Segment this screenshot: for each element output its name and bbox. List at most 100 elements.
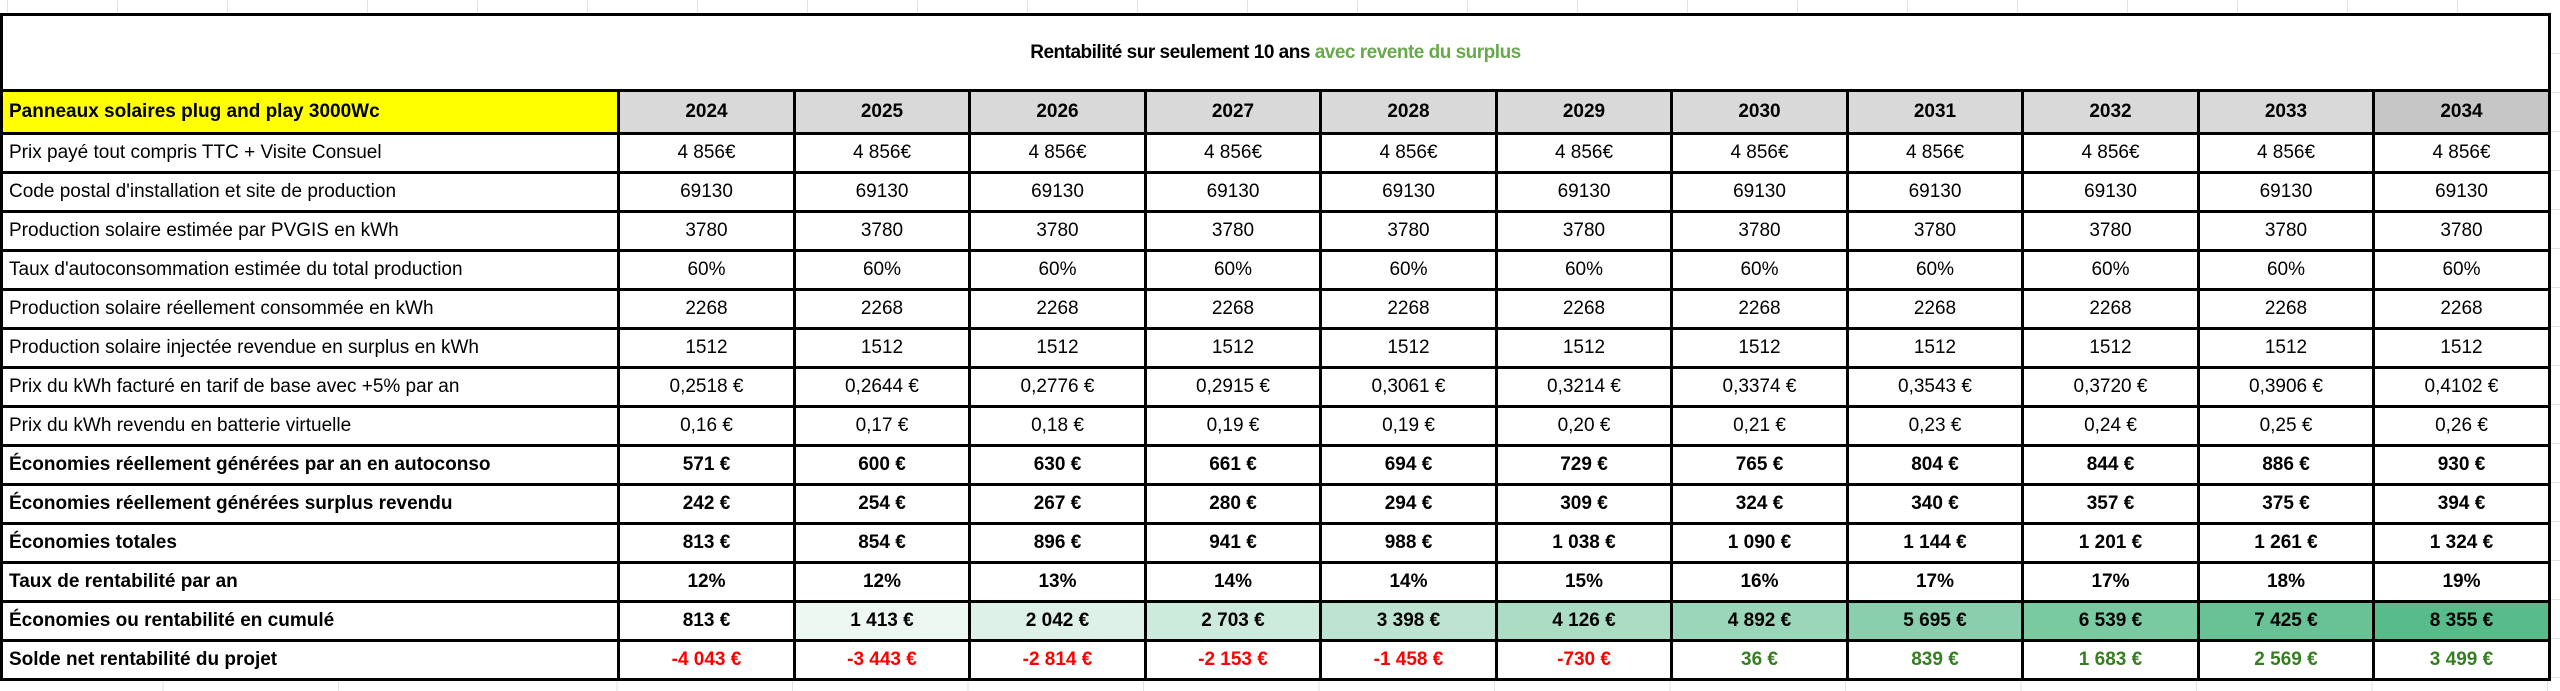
value-cell[interactable]: 19%: [2372, 561, 2551, 603]
year-header-cell[interactable]: 2024: [617, 89, 796, 135]
value-cell[interactable]: 3780: [1319, 210, 1498, 252]
value-cell[interactable]: 60%: [1319, 249, 1498, 291]
value-cell[interactable]: 0,17 €: [793, 405, 971, 447]
value-cell[interactable]: 0,3374 €: [1670, 366, 1849, 408]
value-cell[interactable]: 0,2518 €: [617, 366, 796, 408]
value-cell[interactable]: 69130: [2372, 171, 2551, 213]
value-cell[interactable]: 0,3061 €: [1319, 366, 1498, 408]
value-cell[interactable]: 69130: [1670, 171, 1849, 213]
value-cell[interactable]: 1512: [2372, 327, 2551, 369]
value-cell[interactable]: 0,2776 €: [968, 366, 1147, 408]
value-cell[interactable]: 340 €: [1846, 483, 2024, 525]
value-cell[interactable]: 854 €: [793, 522, 971, 564]
product-label-cell[interactable]: Panneaux solaires plug and play 3000Wc: [0, 89, 620, 135]
value-cell[interactable]: 60%: [1670, 249, 1849, 291]
value-cell[interactable]: 69130: [617, 171, 796, 213]
value-cell[interactable]: 1 144 €: [1846, 522, 2024, 564]
value-cell[interactable]: 4 856€: [1319, 132, 1498, 174]
value-cell[interactable]: 324 €: [1670, 483, 1849, 525]
value-cell[interactable]: 571 €: [617, 444, 796, 486]
value-cell[interactable]: 69130: [1495, 171, 1673, 213]
row-label-cell[interactable]: Production solaire réellement consommée …: [0, 288, 620, 330]
row-label-cell[interactable]: Production solaire injectée revendue en …: [0, 327, 620, 369]
year-header-cell[interactable]: 2034: [2372, 89, 2551, 135]
value-cell[interactable]: 0,23 €: [1846, 405, 2024, 447]
value-cell[interactable]: 3780: [2197, 210, 2375, 252]
value-cell[interactable]: 357 €: [2021, 483, 2200, 525]
value-cell[interactable]: 804 €: [1846, 444, 2024, 486]
value-cell[interactable]: 4 856€: [617, 132, 796, 174]
value-cell[interactable]: 4 126 €: [1495, 600, 1673, 642]
value-cell[interactable]: 18%: [2197, 561, 2375, 603]
value-cell[interactable]: 3780: [2021, 210, 2200, 252]
row-label-cell[interactable]: Taux d'autoconsommation estimée du total…: [0, 249, 620, 291]
value-cell[interactable]: 0,3906 €: [2197, 366, 2375, 408]
value-cell[interactable]: 0,3543 €: [1846, 366, 2024, 408]
year-header-cell[interactable]: 2026: [968, 89, 1147, 135]
value-cell[interactable]: 3 499 €: [2372, 639, 2551, 681]
value-cell[interactable]: 844 €: [2021, 444, 2200, 486]
value-cell[interactable]: 69130: [1846, 171, 2024, 213]
value-cell[interactable]: 2 703 €: [1144, 600, 1322, 642]
value-cell[interactable]: 17%: [2021, 561, 2200, 603]
value-cell[interactable]: 2268: [968, 288, 1147, 330]
value-cell[interactable]: 2268: [2197, 288, 2375, 330]
row-label-cell[interactable]: Code postal d'installation et site de pr…: [0, 171, 620, 213]
value-cell[interactable]: -2 153 €: [1144, 639, 1322, 681]
value-cell[interactable]: 280 €: [1144, 483, 1322, 525]
row-label-cell[interactable]: Solde net rentabilité du projet: [0, 639, 620, 681]
value-cell[interactable]: 60%: [968, 249, 1147, 291]
value-cell[interactable]: 69130: [1319, 171, 1498, 213]
value-cell[interactable]: 0,4102 €: [2372, 366, 2551, 408]
value-cell[interactable]: 69130: [1144, 171, 1322, 213]
value-cell[interactable]: 2 042 €: [968, 600, 1147, 642]
value-cell[interactable]: 1512: [1319, 327, 1498, 369]
value-cell[interactable]: 4 856€: [2021, 132, 2200, 174]
value-cell[interactable]: 1 038 €: [1495, 522, 1673, 564]
value-cell[interactable]: 60%: [1144, 249, 1322, 291]
value-cell[interactable]: 729 €: [1495, 444, 1673, 486]
value-cell[interactable]: 1 413 €: [793, 600, 971, 642]
value-cell[interactable]: 0,16 €: [617, 405, 796, 447]
value-cell[interactable]: 0,20 €: [1495, 405, 1673, 447]
value-cell[interactable]: 2268: [793, 288, 971, 330]
value-cell[interactable]: 2268: [2372, 288, 2551, 330]
value-cell[interactable]: 1 090 €: [1670, 522, 1849, 564]
value-cell[interactable]: 988 €: [1319, 522, 1498, 564]
value-cell[interactable]: 4 856€: [793, 132, 971, 174]
value-cell[interactable]: 0,3720 €: [2021, 366, 2200, 408]
value-cell[interactable]: 839 €: [1846, 639, 2024, 681]
value-cell[interactable]: 60%: [2372, 249, 2551, 291]
value-cell[interactable]: 14%: [1144, 561, 1322, 603]
value-cell[interactable]: 254 €: [793, 483, 971, 525]
value-cell[interactable]: 3780: [793, 210, 971, 252]
value-cell[interactable]: -3 443 €: [793, 639, 971, 681]
value-cell[interactable]: -4 043 €: [617, 639, 796, 681]
value-cell[interactable]: 0,25 €: [2197, 405, 2375, 447]
year-header-cell[interactable]: 2031: [1846, 89, 2024, 135]
value-cell[interactable]: 15%: [1495, 561, 1673, 603]
value-cell[interactable]: 4 856€: [1846, 132, 2024, 174]
value-cell[interactable]: 630 €: [968, 444, 1147, 486]
value-cell[interactable]: 2268: [617, 288, 796, 330]
value-cell[interactable]: 69130: [2197, 171, 2375, 213]
value-cell[interactable]: 0,19 €: [1144, 405, 1322, 447]
value-cell[interactable]: 0,21 €: [1670, 405, 1849, 447]
year-header-cell[interactable]: 2027: [1144, 89, 1322, 135]
value-cell[interactable]: 1 261 €: [2197, 522, 2375, 564]
value-cell[interactable]: 12%: [617, 561, 796, 603]
value-cell[interactable]: 2268: [1670, 288, 1849, 330]
year-header-cell[interactable]: 2029: [1495, 89, 1673, 135]
value-cell[interactable]: 4 856€: [2197, 132, 2375, 174]
year-header-cell[interactable]: 2028: [1319, 89, 1498, 135]
value-cell[interactable]: 1512: [2021, 327, 2200, 369]
value-cell[interactable]: 1 201 €: [2021, 522, 2200, 564]
value-cell[interactable]: 930 €: [2372, 444, 2551, 486]
value-cell[interactable]: 3780: [1670, 210, 1849, 252]
value-cell[interactable]: 1512: [793, 327, 971, 369]
value-cell[interactable]: 1512: [1144, 327, 1322, 369]
value-cell[interactable]: 0,3214 €: [1495, 366, 1673, 408]
value-cell[interactable]: 5 695 €: [1846, 600, 2024, 642]
value-cell[interactable]: 60%: [1495, 249, 1673, 291]
value-cell[interactable]: 0,24 €: [2021, 405, 2200, 447]
